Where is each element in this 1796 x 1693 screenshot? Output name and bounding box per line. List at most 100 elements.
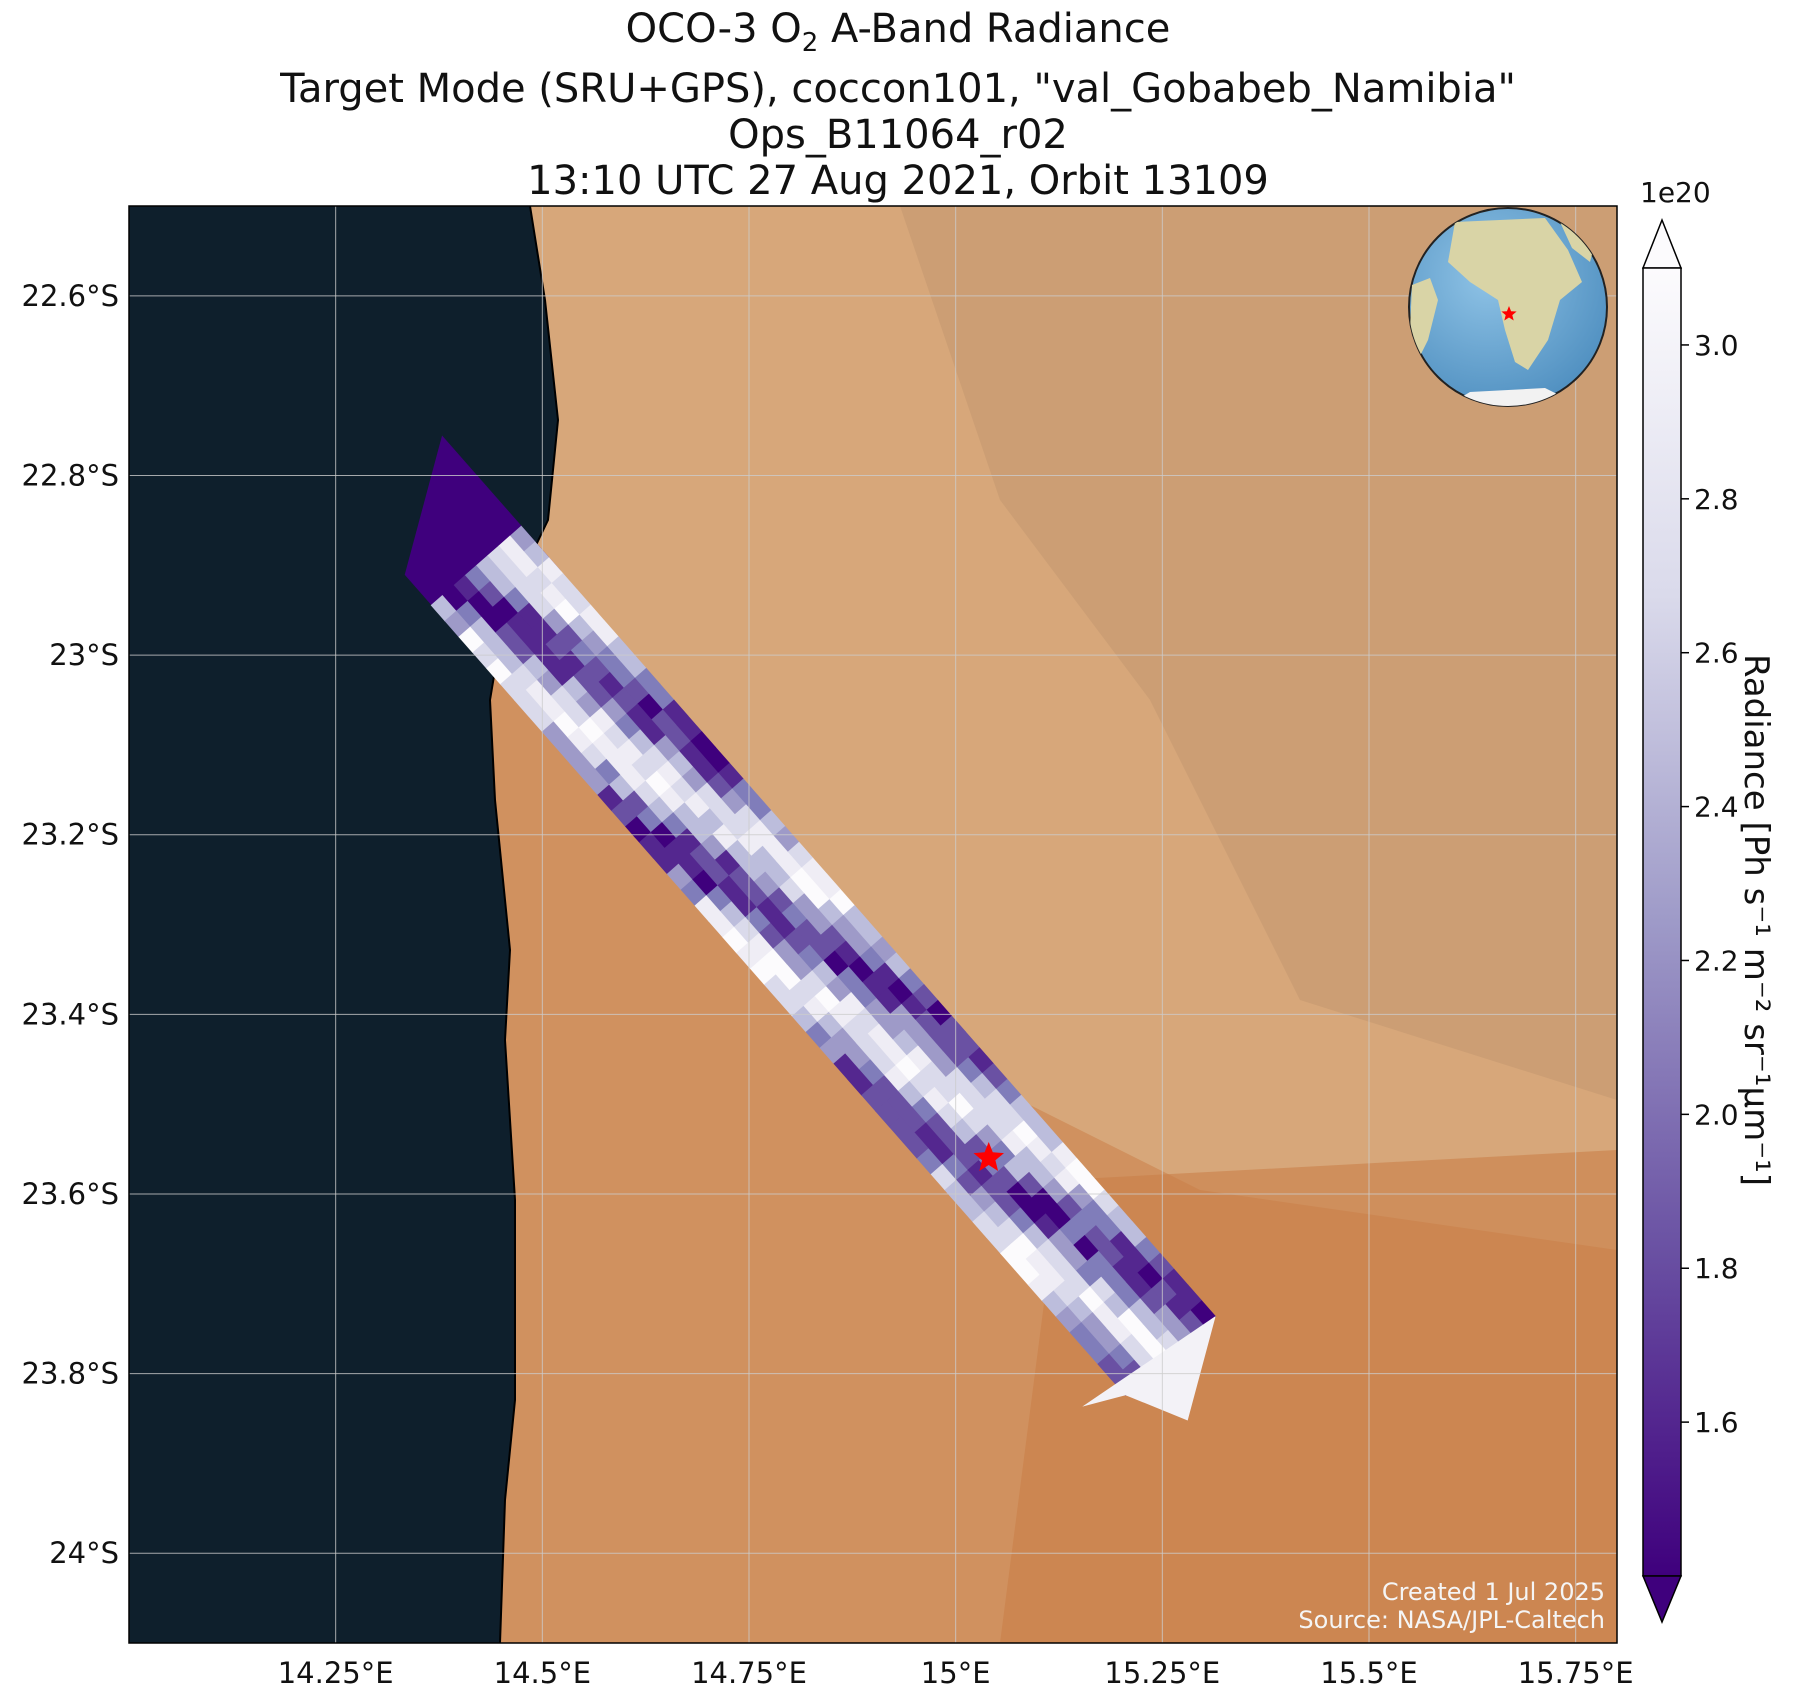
sounding-cell — [553, 711, 580, 739]
sounding-cell — [581, 630, 608, 657]
sounding-cell — [817, 899, 844, 926]
sounding-cell — [859, 946, 886, 974]
sounding-cell — [689, 843, 716, 871]
swath-band — [404, 435, 1217, 1421]
sounding-cell — [617, 739, 644, 766]
sounding-cell — [580, 743, 607, 770]
sounding-cell — [606, 636, 633, 663]
sounding-cell — [858, 1059, 885, 1086]
sounding-cell — [639, 719, 666, 746]
sounding-cell — [533, 644, 560, 671]
sounding-cell — [1050, 1254, 1077, 1282]
lon-tick-label: 15°E — [921, 1656, 991, 1690]
sounding-cell — [1065, 1157, 1092, 1185]
sounding-cell — [998, 1104, 1025, 1132]
sounding-cell — [714, 849, 741, 877]
sounding-cell — [653, 735, 680, 762]
sounding-cell — [1100, 1266, 1127, 1294]
sounding-cell — [1095, 1215, 1122, 1242]
sounding-cell — [725, 839, 752, 867]
sounding-cell — [1092, 1302, 1119, 1329]
target-marker-star — [973, 1142, 1004, 1171]
sounding-cell — [981, 1063, 1008, 1090]
sounding-cell — [1023, 1110, 1050, 1138]
title-line-2: Target Mode (SRU+GPS), coccon101, "val_G… — [280, 66, 1516, 112]
sounding-cell — [834, 940, 861, 968]
sounding-cell — [594, 758, 621, 786]
lon-tick-label: 14.25°E — [278, 1656, 394, 1690]
sounding-cell — [1026, 1136, 1053, 1163]
sounding-cell — [1042, 1177, 1069, 1205]
sounding-cell — [453, 575, 480, 602]
sounding-cell — [1092, 1189, 1119, 1217]
sounding-cell — [783, 928, 810, 956]
sounding-cell — [547, 660, 574, 687]
sounding-cell — [567, 614, 594, 642]
sounding-cell — [787, 841, 814, 869]
colorbar-label: Radiance [Ph s⁻¹ m⁻² sr⁻¹μm⁻¹] — [1736, 654, 1776, 1186]
lon-tick-label: 15.5°E — [1320, 1656, 1417, 1690]
sounding-cell — [1012, 1120, 1039, 1147]
sounding-cell — [839, 992, 866, 1019]
sounding-cell — [500, 673, 527, 701]
sounding-cell — [975, 1124, 1002, 1151]
sounding-cell — [911, 1096, 938, 1124]
sounding-cell — [444, 610, 471, 638]
sounding-cell — [467, 590, 494, 618]
lat-tick-label: 22.6°S — [22, 279, 119, 313]
sounding-cell — [661, 812, 688, 839]
coastline — [488, 206, 560, 1643]
sounding-cell — [545, 634, 572, 661]
sounding-cell — [565, 588, 592, 616]
sounding-cell — [1006, 1181, 1033, 1209]
globe-africa — [1448, 218, 1582, 370]
sounding-cell — [561, 675, 588, 703]
sounding-cell — [728, 865, 755, 893]
sounding-cell — [570, 640, 597, 667]
sounding-cell — [1033, 1213, 1060, 1240]
sounding-cell — [767, 887, 794, 914]
sounding-cell — [1047, 1229, 1074, 1256]
sounding-cell — [861, 972, 888, 999]
sounding-cell — [678, 741, 705, 768]
sounding-cell — [1120, 1221, 1147, 1248]
sounding-cell — [1162, 1268, 1189, 1296]
sounding-cell — [1103, 1292, 1130, 1319]
sounding-cell — [1053, 1280, 1080, 1308]
sounding-cell — [483, 632, 510, 660]
sounding-cell — [1153, 1304, 1180, 1331]
sounding-cell — [600, 697, 627, 725]
sounding-cell — [520, 628, 547, 656]
sounding-cell — [733, 916, 760, 944]
sounding-cell — [800, 970, 827, 997]
sounding-cell — [1089, 1276, 1116, 1304]
sounding-cell — [651, 709, 678, 736]
sounding-cell — [953, 1031, 980, 1059]
sounding-cell — [575, 691, 602, 719]
sounding-cell — [744, 907, 771, 934]
sounding-cell — [856, 920, 883, 948]
colorbar-tick-label: 1.8 — [1694, 1252, 1739, 1285]
sounding-cell — [875, 988, 902, 1015]
sounding-cell — [605, 749, 632, 776]
sounding-cell — [775, 964, 802, 991]
sounding-cell — [686, 818, 713, 845]
sounding-cell — [747, 932, 774, 960]
sounding-cell — [836, 966, 863, 993]
sounding-cell — [1022, 1223, 1049, 1250]
sounding-cell — [684, 792, 711, 820]
sounding-cell — [753, 871, 780, 899]
sounding-cell — [903, 1019, 930, 1047]
sounding-cell — [980, 1175, 1007, 1203]
sounding-cell — [881, 1039, 908, 1067]
sounding-cell — [772, 938, 799, 966]
sounding-cell — [1011, 1233, 1038, 1260]
sounding-cell — [1128, 1298, 1155, 1325]
sounding-cell — [1125, 1272, 1152, 1300]
lat-tick-label: 23.8°S — [22, 1357, 119, 1391]
sounding-cell — [908, 1071, 935, 1098]
sounding-cell — [592, 733, 619, 760]
lon-tick-label: 14.75°E — [691, 1656, 807, 1690]
sounding-cell — [1009, 1094, 1036, 1122]
lat-tick-label: 24°S — [49, 1536, 119, 1570]
